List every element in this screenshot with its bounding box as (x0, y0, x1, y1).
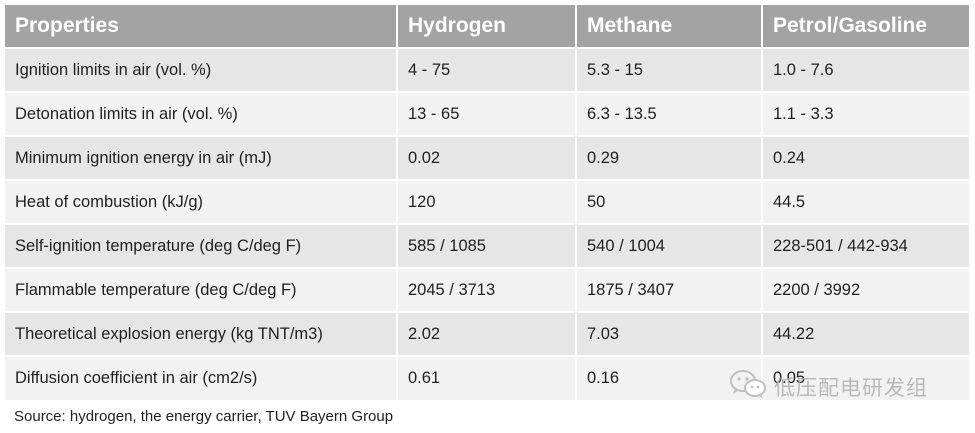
row-methane: 540 / 1004 (575, 223, 762, 268)
row-petrol: 1.1 - 3.3 (761, 91, 969, 136)
table-row: Ignition limits in air (vol. %) 4 - 75 5… (5, 47, 969, 92)
row-hydrogen: 13 - 65 (396, 91, 576, 136)
table-row: Self-ignition temperature (deg C/deg F) … (5, 223, 969, 268)
row-methane: 6.3 - 13.5 (575, 91, 762, 136)
row-property: Minimum ignition energy in air (mJ) (5, 135, 397, 180)
row-hydrogen: 120 (396, 179, 576, 224)
table-row: Theoretical explosion energy (kg TNT/m3)… (5, 311, 969, 356)
properties-table-container: Properties Hydrogen Methane Petrol/Gasol… (5, 5, 969, 400)
row-methane: 50 (575, 179, 762, 224)
row-property: Ignition limits in air (vol. %) (5, 47, 397, 92)
row-methane: 7.03 (575, 311, 762, 356)
row-methane: 1875 / 3407 (575, 267, 762, 312)
row-hydrogen: 4 - 75 (396, 47, 576, 92)
row-hydrogen: 0.02 (396, 135, 576, 180)
table-row: Diffusion coefficient in air (cm2/s) 0.6… (5, 355, 969, 400)
row-petrol: 2200 / 3992 (761, 267, 969, 312)
wechat-icon (728, 368, 768, 405)
row-petrol: 44.5 (761, 179, 969, 224)
source-note: Source: hydrogen, the energy carrier, TU… (14, 408, 394, 425)
row-property: Theoretical explosion energy (kg TNT/m3) (5, 311, 397, 356)
row-petrol: 228-501 / 442-934 (761, 223, 969, 268)
row-petrol: 0.24 (761, 135, 969, 180)
table-header-row: Properties Hydrogen Methane Petrol/Gasol… (5, 5, 969, 48)
header-methane: Methane (575, 5, 762, 48)
row-petrol: 1.0 - 7.6 (761, 47, 969, 92)
row-property: Diffusion coefficient in air (cm2/s) (5, 355, 397, 400)
row-methane: 5.3 - 15 (575, 47, 762, 92)
header-petrol: Petrol/Gasoline (761, 5, 969, 48)
row-hydrogen: 2045 / 3713 (396, 267, 576, 312)
watermark: 低压配电研发组 (728, 368, 928, 405)
properties-table: Properties Hydrogen Methane Petrol/Gasol… (5, 5, 969, 400)
row-hydrogen: 0.61 (396, 355, 576, 400)
header-properties: Properties (15, 14, 119, 37)
header-hydrogen: Hydrogen (396, 5, 576, 48)
row-petrol: 44.22 (761, 311, 969, 356)
table-row: Heat of combustion (kJ/g) 120 50 44.5 (5, 179, 969, 224)
row-hydrogen: 2.02 (396, 311, 576, 356)
row-methane: 0.29 (575, 135, 762, 180)
row-property: Detonation limits in air (vol. %) (5, 91, 397, 136)
row-property: Self-ignition temperature (deg C/deg F) (5, 223, 397, 268)
table-row: Minimum ignition energy in air (mJ) 0.02… (5, 135, 969, 180)
row-property: Flammable temperature (deg C/deg F) (5, 267, 397, 312)
row-property: Heat of combustion (kJ/g) (5, 179, 397, 224)
watermark-text: 低压配电研发组 (774, 375, 928, 400)
table-row: Detonation limits in air (vol. %) 13 - 6… (5, 91, 969, 136)
row-hydrogen: 585 / 1085 (396, 223, 576, 268)
row-petrol: 0.05 (761, 355, 969, 400)
table-row: Flammable temperature (deg C/deg F) 2045… (5, 267, 969, 312)
